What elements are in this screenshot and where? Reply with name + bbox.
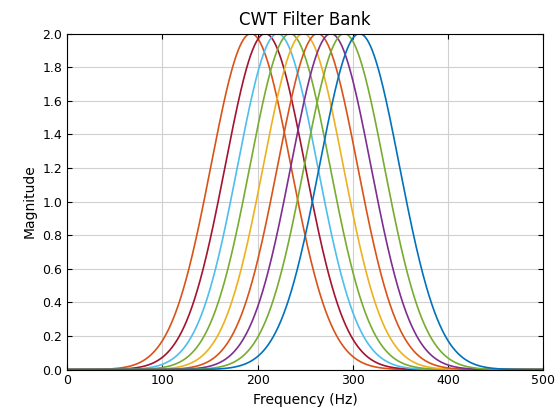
Y-axis label: Magnitude: Magnitude: [23, 165, 37, 239]
X-axis label: Frequency (Hz): Frequency (Hz): [253, 393, 358, 407]
Title: CWT Filter Bank: CWT Filter Bank: [239, 11, 371, 29]
